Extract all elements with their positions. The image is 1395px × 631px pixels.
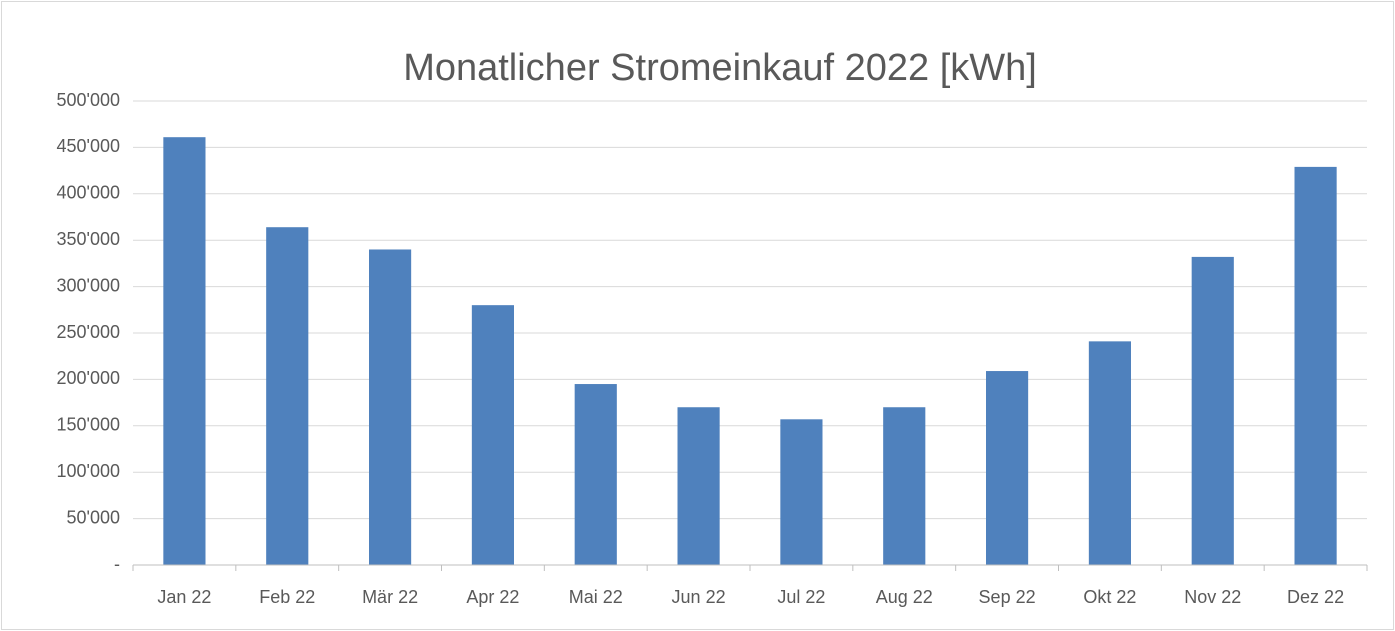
x-tick-label: Jul 22 (777, 587, 825, 607)
y-tick-label: 450'000 (56, 136, 120, 156)
bar (369, 249, 412, 566)
bar (883, 407, 926, 565)
y-tick-label: 200'000 (56, 368, 120, 388)
bar (1294, 166, 1337, 565)
x-tick-label: Sep 22 (979, 587, 1036, 607)
y-tick-label: 250'000 (56, 322, 120, 342)
y-tick-label: 400'000 (56, 183, 120, 203)
x-tick-label: Feb 22 (259, 587, 315, 607)
x-tick-label: Dez 22 (1287, 587, 1344, 607)
bar (677, 407, 720, 565)
bar (1088, 341, 1131, 565)
bar (163, 137, 206, 565)
y-tick-label: 300'000 (56, 275, 120, 295)
x-tick-label: Aug 22 (876, 587, 933, 607)
bar (986, 371, 1029, 565)
x-tick-label: Mär 22 (362, 587, 418, 607)
y-tick-label: 500'000 (56, 90, 120, 110)
y-tick-label: - (114, 554, 120, 574)
y-tick-label: 150'000 (56, 415, 120, 435)
bar (780, 419, 823, 565)
y-tick-label: 50'000 (67, 507, 121, 527)
x-tick-label: Nov 22 (1184, 587, 1241, 607)
y-tick-label: 350'000 (56, 229, 120, 249)
bar (266, 227, 309, 565)
bar (1191, 256, 1234, 565)
bar (471, 305, 514, 565)
chart-title: Monatlicher Stromeinkauf 2022 [kWh] (403, 47, 1037, 89)
y-tick-label: 100'000 (56, 461, 120, 481)
x-tick-label: Jun 22 (672, 587, 726, 607)
x-tick-label: Mai 22 (569, 587, 623, 607)
x-tick-label: Jan 22 (157, 587, 211, 607)
x-tick-label: Apr 22 (466, 587, 519, 607)
bar (574, 384, 617, 565)
x-tick-label: Okt 22 (1083, 587, 1136, 607)
